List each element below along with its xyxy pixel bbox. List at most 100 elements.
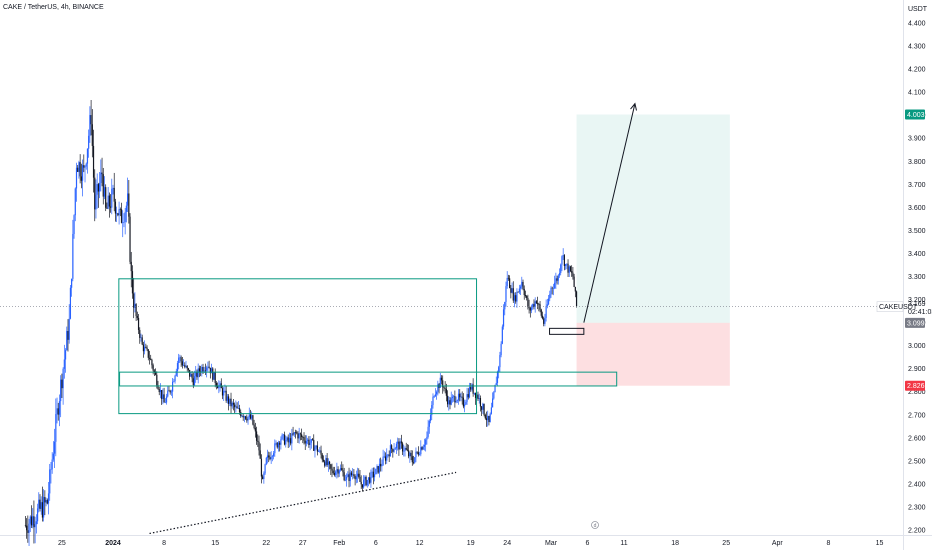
candle-body — [363, 479, 365, 488]
drawing-layer — [576, 114, 730, 386]
candle-body — [496, 371, 499, 384]
candle-body — [526, 296, 528, 298]
candle-body — [131, 271, 134, 294]
price-tick-label: 2.300 — [908, 504, 926, 511]
candle-body — [416, 451, 418, 453]
candle-body — [123, 222, 125, 223]
candle-body — [44, 496, 46, 503]
candle-body — [343, 472, 345, 481]
price-tick-label: 3.900 — [908, 136, 926, 143]
candle-body — [421, 447, 423, 450]
candle-body — [427, 426, 429, 437]
candle-body — [412, 462, 415, 463]
candle-body — [501, 326, 503, 344]
candle-body — [567, 263, 569, 273]
price-tick-label: 3.700 — [908, 182, 926, 189]
candle-body — [575, 291, 578, 307]
price-axis[interactable]: 2.200 2.300 2.400 2.500 2.600 2.700 2.800 2.900… — [908, 21, 926, 535]
candle-body — [344, 479, 346, 481]
candle-body — [246, 418, 248, 421]
candle-body — [386, 454, 388, 461]
candle-body — [540, 309, 542, 316]
plot-area[interactable] — [0, 0, 903, 535]
symbol-tag-label: CAKEUSDT — [879, 304, 918, 311]
candle-body — [223, 391, 225, 396]
price-tick-label: 3.600 — [908, 205, 926, 212]
candle-body — [294, 432, 297, 433]
candle-body — [450, 398, 452, 405]
candle-body — [399, 441, 401, 450]
candle-body — [217, 385, 219, 389]
candle-body — [85, 163, 87, 167]
candle-body — [36, 508, 39, 522]
candle-body — [505, 286, 507, 302]
currency-label: USDT — [908, 6, 928, 13]
candle-body — [127, 193, 129, 206]
candle-body — [446, 395, 449, 405]
candle-body — [133, 293, 135, 308]
candle-body — [271, 456, 273, 457]
candle-body — [556, 278, 558, 281]
candle-body — [509, 278, 511, 289]
time-axis[interactable]: 25 2024 8 15 22 27 Feb 6 12 19 24 Mar 6 11 18 25 Apr 8 15 — [58, 540, 883, 547]
candle-body — [120, 209, 123, 223]
candle-body — [86, 148, 89, 164]
candle-body — [151, 359, 153, 366]
candle-body — [423, 444, 426, 447]
entry-box[interactable] — [549, 327, 585, 335]
candle-body — [307, 439, 309, 442]
candle-body — [179, 357, 181, 358]
candle-body — [270, 456, 272, 460]
candle-body — [555, 278, 557, 283]
candle-body — [75, 167, 78, 189]
candle-body — [158, 389, 160, 393]
long-position-stop-zone[interactable] — [576, 322, 730, 386]
time-tick-label: 19 — [467, 540, 475, 547]
long-position-target-zone[interactable] — [576, 114, 730, 323]
candle-body — [530, 307, 533, 311]
candle-body — [148, 357, 151, 359]
candle-body — [224, 390, 226, 392]
candle-body — [192, 378, 194, 386]
chart-header-title: CAKE / TetherUS, 4h, BINANCE — [3, 4, 104, 11]
candle-body — [237, 408, 239, 409]
candle-body — [283, 434, 286, 445]
candle-body — [207, 366, 209, 368]
candle-body — [54, 441, 56, 454]
candle-body — [341, 468, 343, 471]
projection-arrow-line[interactable] — [583, 103, 636, 323]
candle-body — [551, 287, 553, 289]
candle-body — [218, 385, 220, 389]
event-marker-icon[interactable] — [591, 521, 599, 529]
candle-body — [258, 441, 260, 451]
candle-body — [381, 465, 383, 467]
candle-body — [35, 521, 37, 525]
candle-body — [77, 167, 79, 172]
candle-body — [213, 372, 215, 380]
candle-body — [516, 291, 518, 302]
time-tick-label: 2024 — [105, 540, 121, 547]
candle-body — [361, 484, 364, 488]
candle-body — [193, 376, 196, 386]
candle-body — [68, 318, 70, 340]
candle-body — [26, 525, 28, 531]
candle-body — [66, 331, 68, 351]
support-zone-box[interactable] — [119, 371, 618, 387]
candle-body — [440, 377, 443, 381]
time-tick-label: 11 — [620, 540, 627, 547]
range-box[interactable] — [118, 278, 478, 415]
candle-body — [109, 206, 112, 208]
candle-body — [465, 401, 467, 405]
candle-body — [502, 309, 505, 327]
candle-body — [311, 439, 314, 440]
candle-body — [541, 315, 544, 319]
candle-body — [391, 445, 393, 449]
candle-body — [314, 447, 316, 451]
candle-body — [101, 172, 103, 175]
candle-body — [565, 264, 567, 266]
candle-body — [227, 396, 230, 404]
candle-body — [397, 441, 399, 444]
candle-body — [43, 496, 45, 518]
candle-body — [436, 391, 438, 395]
